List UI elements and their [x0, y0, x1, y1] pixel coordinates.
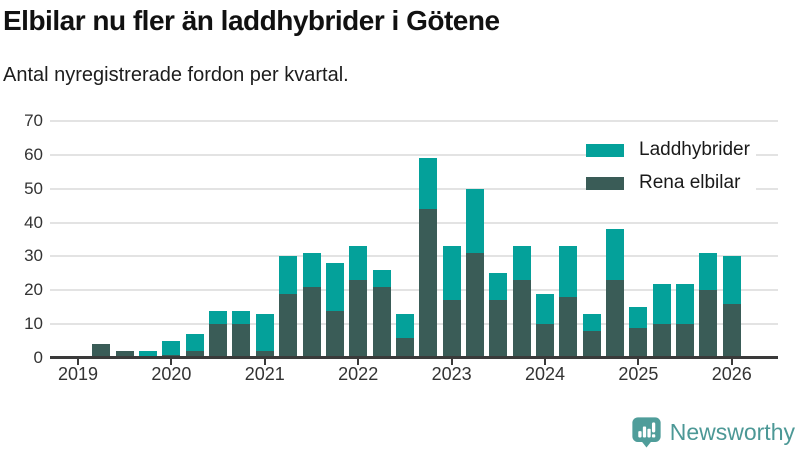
y-axis-label-40: 40 [24, 212, 43, 232]
legend-item-laddhybrider: Laddhybrider [586, 139, 750, 161]
y-axis-label-60: 60 [24, 144, 43, 164]
bar-segment-laddhybrider [349, 246, 368, 281]
x-axis-label-2026: 2026 [711, 364, 752, 384]
x-axis-tick-2021 [263, 359, 266, 365]
legend: Laddhybrider Rena elbilar [586, 139, 756, 205]
bar-segment-rena-elbilar [349, 280, 368, 358]
bar-segment-laddhybrider [372, 269, 391, 287]
bar-segment-rena-elbilar [722, 303, 741, 358]
bar-segment-laddhybrider [302, 253, 321, 287]
bar-segment-laddhybrider [722, 256, 741, 304]
gridline-60 [50, 153, 778, 156]
bar-segment-rena-elbilar [676, 324, 695, 358]
bar-segment-rena-elbilar [512, 280, 531, 358]
bar-segment-rena-elbilar [442, 300, 461, 358]
bar-segment-laddhybrider [465, 188, 484, 254]
bar-segment-laddhybrider [209, 310, 228, 325]
bar-segment-laddhybrider [419, 158, 438, 210]
bar-segment-laddhybrider [279, 256, 298, 294]
bar-segment-rena-elbilar [92, 344, 111, 358]
bar-segment-laddhybrider [255, 313, 274, 352]
bar-segment-rena-elbilar [606, 280, 625, 358]
bar-segment-rena-elbilar [325, 310, 344, 358]
gridline-10 [50, 323, 778, 326]
x-axis-label-2020: 2020 [151, 364, 192, 384]
bar-segment-rena-elbilar [395, 337, 414, 358]
bar-segment-laddhybrider [232, 310, 251, 325]
gridline-50 [50, 187, 778, 190]
bar-segment-laddhybrider [512, 246, 531, 281]
bar-segment-rena-elbilar [652, 324, 671, 358]
bar-segment-laddhybrider [536, 293, 554, 325]
bar-segment-laddhybrider [185, 334, 204, 352]
legend-swatch-laddhybrider [586, 143, 624, 157]
bar-segment-rena-elbilar [372, 286, 391, 358]
brand-logo: Newsworthy [631, 416, 795, 448]
bar-segment-rena-elbilar [699, 290, 718, 358]
bar-segment-rena-elbilar [465, 253, 484, 358]
bar-segment-laddhybrider [559, 246, 578, 298]
x-axis-tick-2022 [357, 359, 360, 365]
x-axis-label-2021: 2021 [244, 364, 285, 384]
chart-title: Elbilar nu fler än laddhybrider i Götene [3, 5, 500, 36]
bar-segment-rena-elbilar [559, 297, 578, 358]
bar-segment-rena-elbilar [279, 293, 298, 358]
bar-segment-laddhybrider [652, 283, 671, 325]
newsworthy-icon [632, 417, 661, 448]
bar-segment-rena-elbilar [255, 351, 274, 358]
x-axis-label-2019: 2019 [57, 364, 99, 384]
y-axis-label-30: 30 [24, 246, 43, 266]
x-axis [50, 356, 778, 359]
x-axis-tick-2020 [170, 359, 173, 365]
bar-segment-rena-elbilar [185, 351, 204, 358]
y-axis-label-20: 20 [24, 280, 43, 300]
bar-segment-rena-elbilar [629, 327, 648, 358]
y-axis-label-50: 50 [24, 178, 43, 198]
bar-segment-laddhybrider [606, 229, 625, 281]
legend-item-rena-elbilar: Rena elbilar [586, 172, 750, 194]
x-axis-tick-2023 [450, 359, 453, 365]
bar-segment-rena-elbilar [582, 330, 601, 358]
bar-segment-laddhybrider [395, 313, 414, 338]
legend-label-rena-elbilar: Rena elbilar [639, 172, 741, 193]
bar-segment-laddhybrider [162, 341, 181, 355]
bar-segment-rena-elbilar [419, 209, 438, 358]
x-axis-tick-2026 [730, 359, 733, 365]
bar-segment-laddhybrider [629, 307, 648, 328]
y-axis-label-10: 10 [24, 314, 43, 334]
bar-segment-laddhybrider [139, 351, 158, 358]
bar-segment-rena-elbilar [232, 324, 251, 358]
legend-label-laddhybrider: Laddhybrider [639, 139, 750, 160]
x-axis-label-2022: 2022 [338, 364, 379, 384]
bar-segment-rena-elbilar [302, 286, 321, 358]
gridline-40 [50, 221, 778, 224]
brand-name: Newsworthy [669, 418, 795, 445]
bar-segment-laddhybrider [582, 313, 601, 331]
x-axis-tick-2019 [77, 359, 79, 365]
x-axis-tick-2025 [637, 359, 640, 365]
bar-segment-laddhybrider [676, 283, 695, 325]
x-axis-label-2023: 2023 [431, 364, 472, 384]
x-axis-label-2024: 2024 [524, 364, 566, 384]
bar-segment-laddhybrider [325, 263, 344, 311]
bar-segment-laddhybrider [442, 246, 461, 301]
x-axis-tick-2024 [544, 359, 546, 365]
gridline-20 [50, 289, 778, 292]
y-axis-label-0: 0 [33, 348, 43, 367]
x-axis-label-2025: 2025 [618, 364, 659, 384]
bar-segment-rena-elbilar [115, 351, 134, 358]
bar-segment-rena-elbilar [209, 324, 228, 358]
bar-segment-rena-elbilar [536, 324, 554, 358]
legend-swatch-rena-elbilar [586, 176, 624, 190]
chart-subtitle: Antal nyregistrerade fordon per kvartal. [3, 64, 349, 86]
bar-segment-laddhybrider [699, 253, 718, 291]
gridline-30 [50, 255, 778, 258]
bar-segment-laddhybrider [489, 273, 508, 301]
bar-segment-rena-elbilar [489, 300, 508, 358]
gridline-70 [50, 120, 778, 122]
y-axis-label-70: 70 [24, 111, 43, 130]
